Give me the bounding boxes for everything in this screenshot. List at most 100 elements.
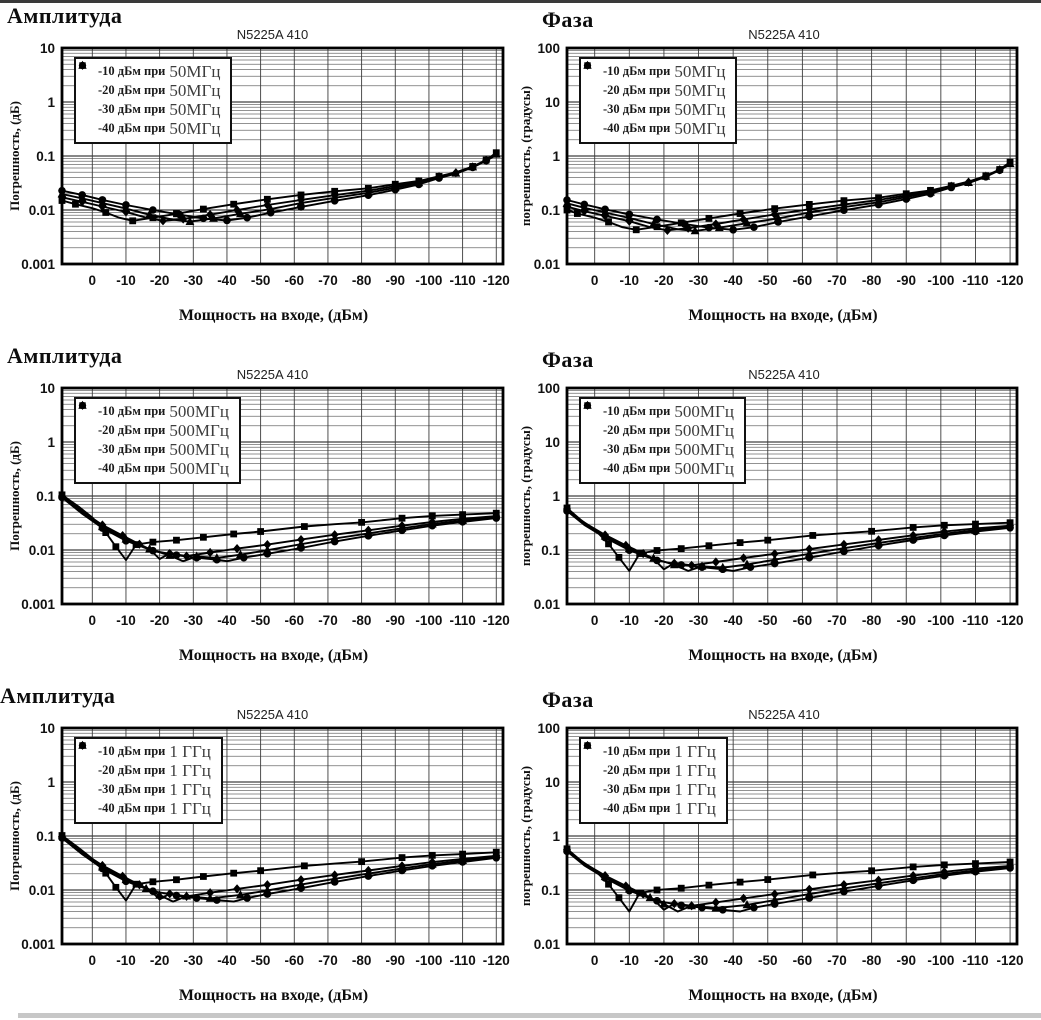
legend-power-label: -20 дБм при xyxy=(603,83,671,97)
x-tick-label: 0 xyxy=(591,953,599,968)
circle-marker-icon xyxy=(805,212,814,221)
x-tick-label: -70 xyxy=(318,953,338,968)
legend-power-label: -10 дБм при xyxy=(603,744,671,758)
circle-marker-icon xyxy=(580,200,589,209)
x-tick-label: 0 xyxy=(89,273,97,288)
circle-marker-icon xyxy=(805,894,814,902)
square-marker-icon xyxy=(764,876,772,883)
y-tick-label: 0.1 xyxy=(36,149,55,164)
square-marker-icon xyxy=(736,878,744,886)
series-line-circle xyxy=(566,850,1011,913)
square-marker-icon xyxy=(257,867,265,875)
y-tick-label: 10 xyxy=(40,721,55,736)
chart-title: N5225A 410 xyxy=(748,367,820,382)
circle-marker-icon xyxy=(297,544,305,552)
y-tick-label: 10 xyxy=(545,95,560,110)
square-marker-icon xyxy=(173,536,180,544)
square-marker-icon xyxy=(72,200,79,208)
x-tick-label: -120 xyxy=(997,613,1024,628)
chart-section-heading: Фаза xyxy=(542,687,594,712)
y-axis-label: Погрешность, (дБ) xyxy=(7,441,22,551)
x-tick-label: -80 xyxy=(352,953,372,968)
y-tick-label: 0.1 xyxy=(541,203,560,218)
y-axis-label: погрешность, (градусы) xyxy=(521,766,533,906)
square-marker-icon xyxy=(199,205,207,213)
legend-frequency-label: 500МГц xyxy=(169,421,229,440)
x-tick-label: -90 xyxy=(896,273,916,288)
legend-power-label: -40 дБм при xyxy=(98,121,166,135)
legend-power-label: -10 дБм при xyxy=(98,404,166,418)
x-tick-label: -20 xyxy=(150,273,170,288)
circle-marker-icon xyxy=(213,896,221,904)
square-marker-icon xyxy=(809,871,817,879)
circle-marker-icon xyxy=(583,61,592,70)
square-marker-icon xyxy=(300,862,308,870)
square-marker-icon xyxy=(809,532,817,539)
series-line-triangle xyxy=(61,495,497,563)
x-tick-label: -20 xyxy=(150,953,170,968)
circle-marker-icon xyxy=(625,886,634,895)
triangle-marker-icon xyxy=(742,218,752,227)
circle-marker-icon xyxy=(563,196,571,204)
chart-phase-1ghz: N5225A 410 100 10 1 0.1 0.01 0 -10 -20 -30 -40 -50-… xyxy=(521,680,1041,1020)
circle-marker-icon xyxy=(482,156,490,165)
x-tick-label: -70 xyxy=(827,953,847,968)
legend-power-label: -10 дБм при xyxy=(98,64,166,78)
circle-marker-icon xyxy=(172,891,181,900)
x-tick-label: -60 xyxy=(793,953,813,968)
x-tick-label: 0 xyxy=(591,273,599,288)
circle-marker-icon xyxy=(770,900,779,908)
x-axis-label: Мощность на входе, (дБм) xyxy=(179,307,368,324)
legend: -10 дБм при 50МГц -20 дБм при 50МГц -30 дБм … xyxy=(579,57,738,144)
legend-item: -40 дБм при 1 ГГц xyxy=(78,741,211,818)
diamond-marker-icon xyxy=(711,219,720,229)
legend-power-label: -20 дБм при xyxy=(98,423,166,437)
legend-frequency-label: 500МГц xyxy=(169,402,229,421)
y-tick-label: 0.01 xyxy=(29,203,56,218)
y-tick-label: 10 xyxy=(545,775,560,790)
x-tick-label: -40 xyxy=(217,613,237,628)
legend-power-label: -30 дБм при xyxy=(98,442,166,456)
circle-marker-icon xyxy=(192,553,201,562)
legend-item: -30 дБм при 50МГц xyxy=(78,60,220,119)
x-tick-label: -40 xyxy=(723,953,743,968)
circle-marker-icon xyxy=(770,559,779,568)
chart-title: N5225A 410 xyxy=(237,707,309,722)
circle-marker-icon xyxy=(122,201,130,209)
circle-marker-icon xyxy=(263,890,272,898)
chart-title: N5225A 410 xyxy=(748,27,820,42)
x-tick-label: -20 xyxy=(654,953,674,968)
circle-marker-icon xyxy=(902,195,911,203)
circle-marker-icon xyxy=(428,862,437,870)
series-line-circle xyxy=(566,510,1011,572)
square-marker-icon xyxy=(112,883,120,891)
y-axis-label: Погрешность, (дБ) xyxy=(7,781,22,891)
x-tick-label: -50 xyxy=(251,953,271,968)
legend: -10 дБм при 50МГц -20 дБм при 50МГц -30 дБм … xyxy=(74,57,233,144)
circle-marker-icon xyxy=(680,220,689,228)
x-tick-label: -70 xyxy=(318,613,338,628)
legend-item: -20 дБм при 50МГц xyxy=(583,61,725,100)
circle-marker-icon xyxy=(601,205,609,214)
legend-frequency-label: 50МГц xyxy=(674,62,726,81)
x-tick-label: -60 xyxy=(793,273,813,288)
x-axis-label: Мощность на входе, (дБм) xyxy=(179,647,368,664)
y-tick-label: 1 xyxy=(552,149,560,164)
circle-marker-icon xyxy=(468,163,477,172)
y-tick-label: 1 xyxy=(47,435,55,450)
square-marker-icon xyxy=(605,540,612,548)
square-marker-icon xyxy=(653,886,661,894)
y-tick-label: 0.1 xyxy=(541,883,560,898)
square-marker-icon xyxy=(428,512,436,520)
circle-marker-icon xyxy=(398,866,406,875)
legend-power-label: -10 дБм при xyxy=(98,744,166,758)
legend-power-label: -30 дБм при xyxy=(603,102,671,116)
circle-marker-icon xyxy=(78,401,87,410)
x-tick-label: -30 xyxy=(184,953,204,968)
circle-marker-icon xyxy=(98,196,107,204)
x-tick-label: -80 xyxy=(352,273,372,288)
y-tick-label: 0.01 xyxy=(29,883,56,898)
legend-power-label: -40 дБм при xyxy=(98,801,166,815)
square-marker-icon xyxy=(677,884,685,892)
